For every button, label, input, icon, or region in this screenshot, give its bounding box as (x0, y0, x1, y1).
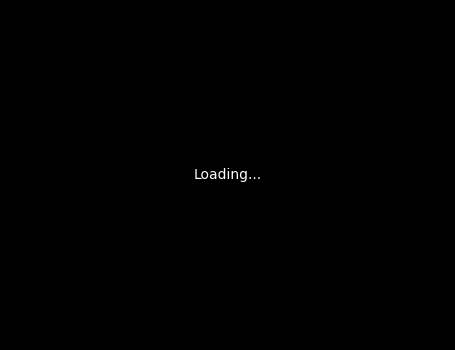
Text: Loading...: Loading... (193, 168, 262, 182)
